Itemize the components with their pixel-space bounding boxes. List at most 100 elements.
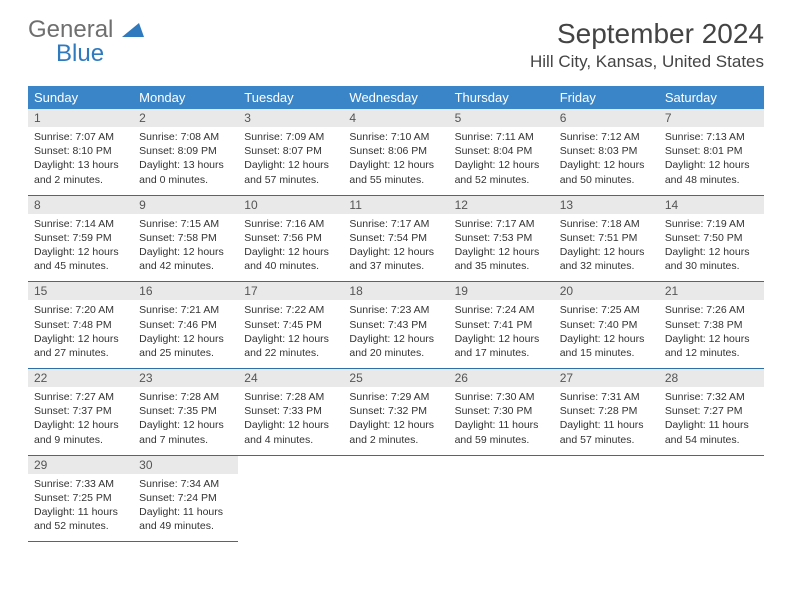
day-number-cell: 24 xyxy=(238,369,343,388)
day-number-cell: 21 xyxy=(659,282,764,301)
sunset-line: Sunset: 8:03 PM xyxy=(560,145,638,157)
sunset-line: Sunset: 7:45 PM xyxy=(244,319,322,331)
sunset-line: Sunset: 7:27 PM xyxy=(665,405,743,417)
day-content-cell: Sunrise: 7:18 AMSunset: 7:51 PMDaylight:… xyxy=(554,214,659,282)
sunrise-line: Sunrise: 7:31 AM xyxy=(560,391,640,403)
sunset-line: Sunset: 7:40 PM xyxy=(560,319,638,331)
title-block: September 2024 Hill City, Kansas, United… xyxy=(530,18,764,72)
day-content-cell: Sunrise: 7:19 AMSunset: 7:50 PMDaylight:… xyxy=(659,214,764,282)
day-number-cell: 7 xyxy=(659,109,764,127)
day-number-cell: 26 xyxy=(449,369,554,388)
sunset-line: Sunset: 7:33 PM xyxy=(244,405,322,417)
sunset-line: Sunset: 7:38 PM xyxy=(665,319,743,331)
day-number-cell: 19 xyxy=(449,282,554,301)
sunset-line: Sunset: 7:48 PM xyxy=(34,319,112,331)
logo-text-general: General xyxy=(28,16,113,43)
sunset-line: Sunset: 7:28 PM xyxy=(560,405,638,417)
weekday-header: Monday xyxy=(133,86,238,109)
weekday-header-row: SundayMondayTuesdayWednesdayThursdayFrid… xyxy=(28,86,764,109)
day-number-cell: 12 xyxy=(449,195,554,214)
day-content-cell xyxy=(554,474,659,542)
day-content-cell: Sunrise: 7:27 AMSunset: 7:37 PMDaylight:… xyxy=(28,387,133,455)
day-content-cell: Sunrise: 7:33 AMSunset: 7:25 PMDaylight:… xyxy=(28,474,133,542)
daylight-line: Daylight: 12 hours and 35 minutes. xyxy=(455,246,540,272)
day-content-row: Sunrise: 7:20 AM Sunset: 7:48 PM Daylight:… xyxy=(28,300,764,368)
sunset-line: Sunset: 7:32 PM xyxy=(349,405,427,417)
day-content-cell: Sunrise: 7:10 AMSunset: 8:06 PMDaylight:… xyxy=(343,127,448,195)
daylight-line: Daylight: 12 hours and 4 minutes. xyxy=(244,419,329,445)
sunrise-line: Sunrise: 7:13 AM xyxy=(665,131,745,143)
sunrise-line: Sunrise: 7:24 AM xyxy=(455,304,535,316)
day-number-cell xyxy=(659,455,764,474)
day-content-cell: Sunrise: 7:23 AMSunset: 7:43 PMDaylight:… xyxy=(343,300,448,368)
day-number-cell: 3 xyxy=(238,109,343,127)
day-content-cell: Sunrise: 7:17 AMSunset: 7:53 PMDaylight:… xyxy=(449,214,554,282)
day-number-cell: 10 xyxy=(238,195,343,214)
header: General Blue September 2024 Hill City, K… xyxy=(28,18,764,72)
day-number-cell: 22 xyxy=(28,369,133,388)
day-number-cell: 8 xyxy=(28,195,133,214)
daylight-line: Daylight: 11 hours and 49 minutes. xyxy=(139,506,223,532)
sunset-line: Sunset: 7:24 PM xyxy=(139,492,217,504)
day-number-cell: 4 xyxy=(343,109,448,127)
weekday-header: Thursday xyxy=(449,86,554,109)
sunrise-line: Sunrise: 7:20 AM xyxy=(34,304,114,316)
day-content-cell: Sunrise: 7:31 AMSunset: 7:28 PMDaylight:… xyxy=(554,387,659,455)
sunset-line: Sunset: 7:58 PM xyxy=(139,232,217,244)
daylight-line: Daylight: 12 hours and 55 minutes. xyxy=(349,159,434,185)
day-content-cell: Sunrise: 7:28 AMSunset: 7:35 PMDaylight:… xyxy=(133,387,238,455)
daylight-line: Daylight: 12 hours and 27 minutes. xyxy=(34,333,119,359)
sunset-line: Sunset: 7:51 PM xyxy=(560,232,638,244)
day-number-cell: 16 xyxy=(133,282,238,301)
day-number-cell: 25 xyxy=(343,369,448,388)
sunset-line: Sunset: 7:35 PM xyxy=(139,405,217,417)
sunset-line: Sunset: 7:54 PM xyxy=(349,232,427,244)
day-number-cell xyxy=(238,455,343,474)
day-number-cell xyxy=(554,455,659,474)
day-content-cell: Sunrise: 7:09 AMSunset: 8:07 PMDaylight:… xyxy=(238,127,343,195)
daylight-line: Daylight: 11 hours and 54 minutes. xyxy=(665,419,749,445)
day-content-cell: Sunrise: 7:12 AMSunset: 8:03 PMDaylight:… xyxy=(554,127,659,195)
sunrise-line: Sunrise: 7:30 AM xyxy=(455,391,535,403)
day-content-cell: Sunrise: 7:17 AMSunset: 7:54 PMDaylight:… xyxy=(343,214,448,282)
day-content-cell: Sunrise: 7:22 AMSunset: 7:45 PMDaylight:… xyxy=(238,300,343,368)
daylight-line: Daylight: 12 hours and 25 minutes. xyxy=(139,333,224,359)
day-content-cell xyxy=(659,474,764,542)
daylight-line: Daylight: 11 hours and 52 minutes. xyxy=(34,506,118,532)
sunset-line: Sunset: 8:01 PM xyxy=(665,145,743,157)
sunset-line: Sunset: 7:59 PM xyxy=(34,232,112,244)
sunrise-line: Sunrise: 7:08 AM xyxy=(139,131,219,143)
day-content-cell: Sunrise: 7:21 AMSunset: 7:46 PMDaylight:… xyxy=(133,300,238,368)
daylight-line: Daylight: 12 hours and 15 minutes. xyxy=(560,333,645,359)
day-content-cell: Sunrise: 7:29 AMSunset: 7:32 PMDaylight:… xyxy=(343,387,448,455)
day-number-cell: 30 xyxy=(133,455,238,474)
sunrise-line: Sunrise: 7:21 AM xyxy=(139,304,219,316)
sunrise-line: Sunrise: 7:07 AM xyxy=(34,131,114,143)
day-number-cell: 5 xyxy=(449,109,554,127)
sunrise-line: Sunrise: 7:32 AM xyxy=(665,391,745,403)
daylight-line: Daylight: 12 hours and 40 minutes. xyxy=(244,246,329,272)
day-content-cell: Sunrise: 7:28 AMSunset: 7:33 PMDaylight:… xyxy=(238,387,343,455)
day-content-cell: Sunrise: 7:11 AMSunset: 8:04 PMDaylight:… xyxy=(449,127,554,195)
daylight-line: Daylight: 11 hours and 59 minutes. xyxy=(455,419,539,445)
sunrise-line: Sunrise: 7:16 AM xyxy=(244,218,324,230)
weekday-header: Tuesday xyxy=(238,86,343,109)
daylight-line: Daylight: 12 hours and 45 minutes. xyxy=(34,246,119,272)
page-title: September 2024 xyxy=(530,18,764,50)
day-content-row: Sunrise: 7:27 AMSunset: 7:37 PMDaylight:… xyxy=(28,387,764,455)
sunrise-line: Sunrise: 7:25 AM xyxy=(560,304,640,316)
day-number-cell: 9 xyxy=(133,195,238,214)
day-number-row: 15161718192021 xyxy=(28,282,764,301)
day-content-cell xyxy=(238,474,343,542)
weekday-header: Friday xyxy=(554,86,659,109)
day-number-cell: 29 xyxy=(28,455,133,474)
sunset-line: Sunset: 8:04 PM xyxy=(455,145,533,157)
day-content-cell: Sunrise: 7:24 AMSunset: 7:41 PMDaylight:… xyxy=(449,300,554,368)
sunrise-line: Sunrise: 7:17 AM xyxy=(455,218,535,230)
sunset-line: Sunset: 7:43 PM xyxy=(349,319,427,331)
sunrise-line: Sunrise: 7:18 AM xyxy=(560,218,640,230)
sunrise-line: Sunrise: 7:33 AM xyxy=(34,478,114,490)
day-content-cell: Sunrise: 7:26 AMSunset: 7:38 PMDaylight:… xyxy=(659,300,764,368)
day-content-cell: Sunrise: 7:13 AMSunset: 8:01 PMDaylight:… xyxy=(659,127,764,195)
sunrise-line: Sunrise: 7:29 AM xyxy=(349,391,429,403)
